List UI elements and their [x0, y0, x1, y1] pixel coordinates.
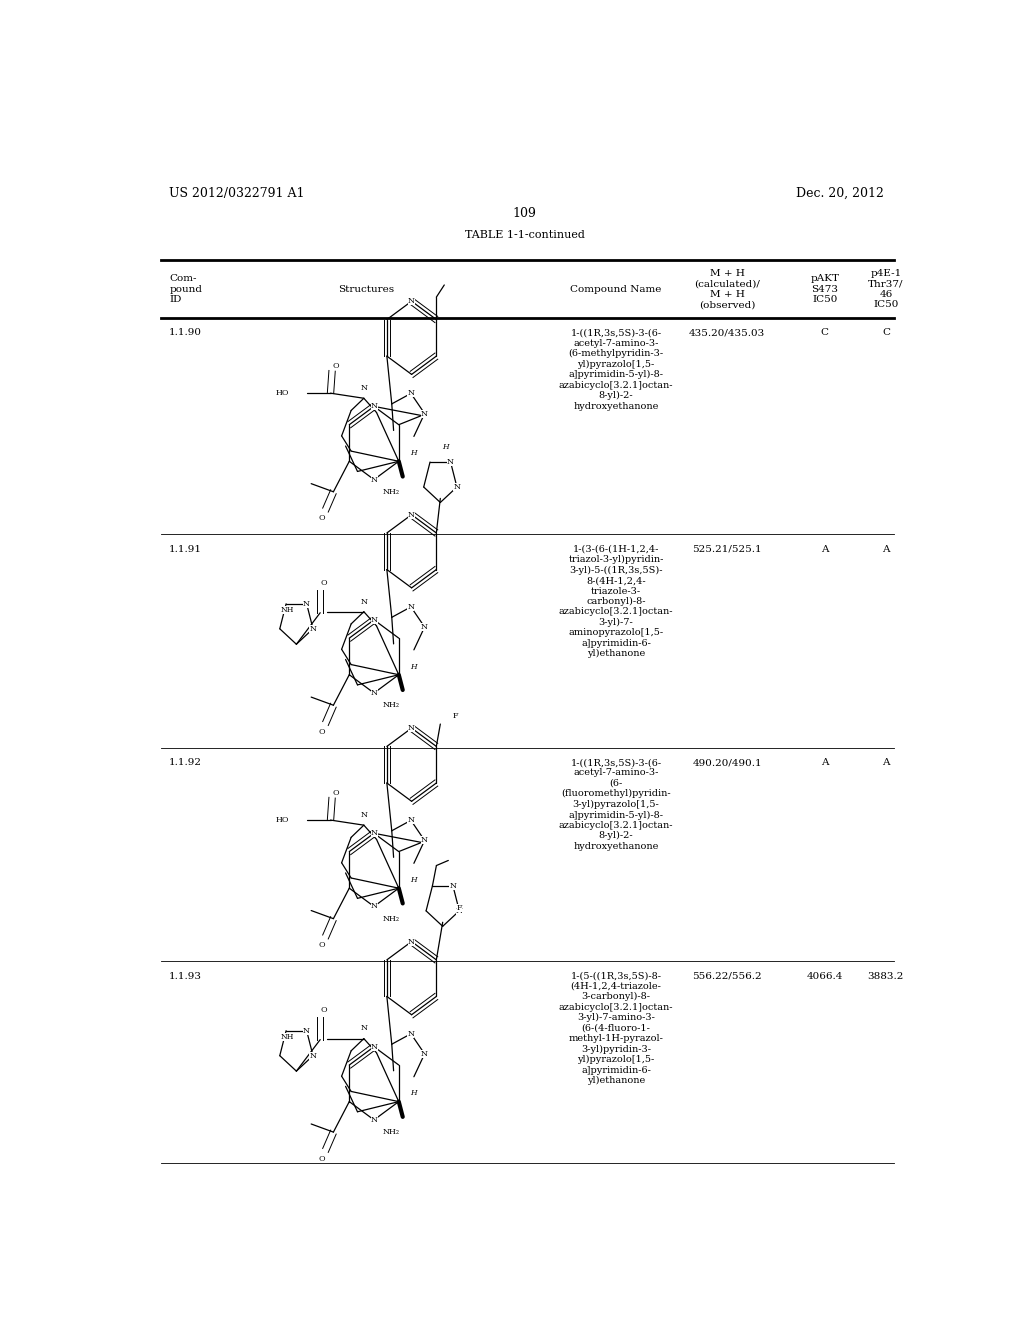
Text: C: C: [882, 329, 890, 337]
Text: O: O: [319, 1155, 326, 1163]
Text: N: N: [421, 1049, 428, 1057]
Text: pAKT
S473
IC50: pAKT S473 IC50: [810, 275, 840, 304]
Text: Dec. 20, 2012: Dec. 20, 2012: [796, 187, 884, 199]
Text: N: N: [371, 1115, 378, 1123]
Text: A: A: [882, 758, 890, 767]
Text: O: O: [321, 579, 328, 587]
Text: NH: NH: [281, 606, 294, 614]
Text: O: O: [319, 515, 326, 523]
Text: p4E-1
Thr37/
46
IC50: p4E-1 Thr37/ 46 IC50: [868, 269, 903, 309]
Text: H: H: [410, 1089, 417, 1097]
Text: 525.21/525.1: 525.21/525.1: [692, 545, 762, 553]
Text: H: H: [442, 442, 449, 450]
Text: N: N: [409, 937, 415, 945]
Text: NH: NH: [281, 1032, 294, 1040]
Text: 1-((1R,3s,5S)-3-(6-
acetyl-7-amino-3-
(6-
(fluoromethyl)pyridin-
3-yl)pyrazolo[1: 1-((1R,3s,5S)-3-(6- acetyl-7-amino-3- (6…: [559, 758, 674, 851]
Text: H: H: [410, 663, 417, 671]
Text: 1.1.92: 1.1.92: [169, 758, 203, 767]
Text: N: N: [309, 1052, 316, 1060]
Text: A: A: [821, 545, 828, 553]
Text: NH₂: NH₂: [383, 1129, 400, 1137]
Text: O: O: [333, 362, 339, 370]
Text: TABLE 1-1-continued: TABLE 1-1-continued: [465, 230, 585, 239]
Text: 4066.4: 4066.4: [807, 972, 843, 981]
Text: 556.22/556.2: 556.22/556.2: [692, 972, 762, 981]
Text: 1-(5-((1R,3s,5S)-8-
(4H-1,2,4-triazole-
3-carbonyl)-8-
azabicyclo[3.2.1]octan-
3: 1-(5-((1R,3s,5S)-8- (4H-1,2,4-triazole- …: [559, 972, 674, 1085]
Text: NH₂: NH₂: [383, 915, 400, 923]
Text: H: H: [410, 876, 417, 884]
Text: M + H
(calculated)/
M + H
(observed): M + H (calculated)/ M + H (observed): [694, 269, 760, 309]
Text: F: F: [457, 904, 463, 912]
Text: HO: HO: [275, 816, 289, 824]
Text: N: N: [408, 1030, 415, 1038]
Text: O: O: [319, 727, 326, 735]
Text: NH₂: NH₂: [383, 701, 400, 709]
Text: 3883.2: 3883.2: [867, 972, 904, 981]
Text: A: A: [821, 758, 828, 767]
Text: N: N: [371, 1043, 378, 1051]
Text: N: N: [371, 616, 378, 624]
Text: C: C: [821, 329, 828, 337]
Text: N: N: [360, 810, 368, 818]
Text: US 2012/0322791 A1: US 2012/0322791 A1: [169, 187, 305, 199]
Text: N: N: [371, 689, 378, 697]
Text: N: N: [421, 837, 428, 845]
Text: N: N: [360, 384, 368, 392]
Text: N: N: [303, 1027, 310, 1035]
Text: N: N: [408, 389, 415, 397]
Text: 490.20/490.1: 490.20/490.1: [692, 758, 762, 767]
Text: A: A: [882, 545, 890, 553]
Text: N: N: [309, 624, 316, 632]
Text: O: O: [321, 1006, 328, 1014]
Text: N: N: [360, 598, 368, 606]
Text: N: N: [454, 483, 461, 491]
Text: 109: 109: [513, 207, 537, 220]
Text: N: N: [456, 907, 463, 915]
Text: Structures: Structures: [338, 285, 394, 293]
Text: O: O: [319, 941, 326, 949]
Text: 1.1.90: 1.1.90: [169, 329, 203, 337]
Text: F: F: [453, 711, 459, 719]
Text: 1.1.93: 1.1.93: [169, 972, 203, 981]
Text: 1-(3-(6-(1H-1,2,4-
triazol-3-yl)pyridin-
3-yl)-5-((1R,3s,5S)-
8-(4H-1,2,4-
triaz: 1-(3-(6-(1H-1,2,4- triazol-3-yl)pyridin-…: [559, 545, 674, 659]
Text: 435.20/435.03: 435.20/435.03: [689, 329, 765, 337]
Text: H: H: [410, 449, 417, 457]
Text: Compound Name: Compound Name: [570, 285, 662, 293]
Text: N: N: [421, 409, 428, 417]
Text: HO: HO: [275, 389, 289, 397]
Text: N: N: [360, 1024, 368, 1032]
Text: NH₂: NH₂: [383, 488, 400, 496]
Text: N: N: [421, 623, 428, 631]
Text: 1.1.91: 1.1.91: [169, 545, 203, 553]
Text: Com-
pound
ID: Com- pound ID: [169, 275, 203, 304]
Text: N: N: [450, 882, 457, 890]
Text: N: N: [408, 816, 415, 824]
Text: N: N: [409, 725, 415, 733]
Text: N: N: [409, 511, 415, 519]
Text: N: N: [371, 403, 378, 411]
Text: N: N: [371, 829, 378, 837]
Text: N: N: [409, 297, 415, 305]
Text: O: O: [333, 788, 339, 797]
Text: N: N: [371, 903, 378, 911]
Text: N: N: [303, 599, 310, 607]
Text: N: N: [408, 603, 415, 611]
Text: N: N: [447, 458, 454, 466]
Text: 1-((1R,3s,5S)-3-(6-
acetyl-7-amino-3-
(6-methylpyridin-3-
yl)pyrazolo[1,5-
a]pyr: 1-((1R,3s,5S)-3-(6- acetyl-7-amino-3- (6…: [559, 329, 674, 411]
Text: N: N: [371, 475, 378, 483]
